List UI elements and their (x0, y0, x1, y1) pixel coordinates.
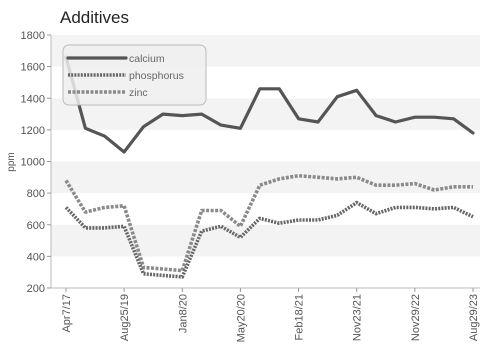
grid-band (51, 129, 480, 162)
grid-band (51, 161, 480, 194)
grid-band (51, 224, 480, 257)
x-tick-label: Jan8/20 (177, 294, 189, 333)
x-tick-label: Aug29/23 (468, 294, 480, 341)
y-tick-label: 1400 (21, 93, 45, 105)
legend-box (62, 44, 207, 106)
grid-band (51, 256, 480, 288)
series-line-zinc (64, 173, 473, 273)
y-tick-label: 200 (27, 283, 45, 295)
chart-title: Additives (60, 8, 129, 27)
y-tick-label: 1800 (21, 30, 45, 42)
y-axis-label: ppm (6, 152, 17, 171)
legend: calcium phosphorus zinc (62, 44, 207, 106)
y-tick-label: 600 (27, 220, 45, 232)
x-tick-label: Aug25/19 (119, 294, 131, 341)
y-tick-label: 400 (27, 251, 45, 263)
x-tick-label: Nov29/22 (410, 294, 422, 341)
y-tick-label: 800 (27, 188, 45, 200)
y-tick-label: 1000 (21, 157, 45, 169)
legend-label-calcium: calcium (129, 53, 165, 65)
y-tick-label: 1600 (21, 62, 45, 74)
series-layer (64, 55, 475, 279)
x-axis-ticks: Apr7/17 Aug25/19 Jan8/20 May20/20 Feb18/21 No… (61, 288, 480, 342)
series-line-phosphorus (64, 200, 474, 279)
y-tick-label: 1200 (21, 125, 45, 137)
legend-label-zinc: zinc (129, 87, 148, 99)
x-tick-label: May20/20 (235, 294, 247, 342)
series-line-calcium (64, 55, 475, 154)
x-tick-label: Apr7/17 (61, 294, 73, 333)
legend-label-phosphorus: phosphorus (129, 70, 184, 82)
x-tick-label: Feb18/21 (294, 294, 306, 340)
x-tick-label: Nov23/21 (352, 294, 364, 341)
y-axis-ticks: 200 400 600 800 1000 1200 1400 1600 1800 (21, 30, 51, 295)
